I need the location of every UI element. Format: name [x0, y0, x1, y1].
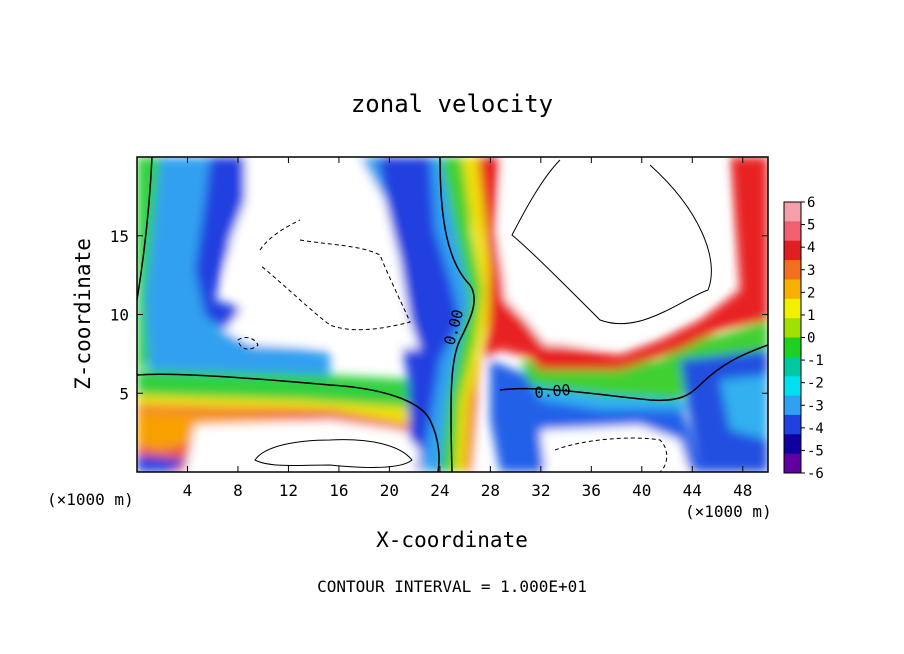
chart-title: zonal velocity [351, 90, 553, 118]
field-right-edge-cyan [720, 375, 768, 440]
colorbar-tick-label: -2 [807, 376, 824, 392]
y-axis-label: Z-coordinate [71, 238, 95, 390]
contour-neg-oval [237, 337, 259, 350]
colorbar-swatch [784, 434, 801, 455]
field-center-green [440, 157, 490, 472]
colorbar-tick-label: -5 [807, 443, 824, 459]
colorbar-swatch [784, 318, 801, 338]
x-tick-label: 12 [279, 481, 298, 500]
contour-zero-right [499, 344, 768, 402]
x-tick-label: 24 [430, 481, 449, 500]
x-tick-label: 4 [183, 481, 193, 500]
x-axis: 4 8 12 16 20 24 28 32 36 40 44 48 [183, 157, 752, 500]
field-center-yellow [455, 157, 495, 472]
x-tick-label: 32 [531, 481, 550, 500]
x-tick-label: 40 [632, 481, 651, 500]
plot-area: 0.00 0.00 [137, 157, 768, 472]
x-tick-label: 20 [380, 481, 399, 500]
colorbar-tick-label: 0 [807, 331, 815, 347]
field-left-blue [195, 157, 255, 330]
colorbar-tick-label: -6 [807, 466, 824, 482]
contour-neg-upper-left [259, 239, 411, 331]
contour-zero-center [439, 157, 475, 472]
contour-pos-upper-right [511, 159, 712, 325]
field-right-green [520, 320, 768, 400]
y-tick-label: 15 [110, 227, 129, 246]
x-tick-label: 48 [733, 481, 752, 500]
x-unit-right: (×1000 m) [685, 502, 772, 521]
colorbar-swatch [784, 414, 801, 435]
contour-lines [137, 157, 768, 472]
y-axis: 5 10 15 [110, 227, 768, 403]
x-tick-label: 44 [683, 481, 702, 500]
colorbar: 6 5 4 3 2 1 0 -1 -2 -3 -4 -5 -6 [783, 195, 824, 482]
colorbar-tick-label: -1 [807, 353, 824, 369]
x-tick-label: 28 [481, 481, 500, 500]
colorbar-swatch [784, 221, 801, 242]
contour-zero-lower [137, 373, 440, 472]
contour-neg-lower-right [554, 437, 668, 472]
colorbar-tick-label: 5 [807, 218, 815, 234]
x-axis-label: X-coordinate [376, 528, 528, 552]
field-center-blue [378, 157, 460, 472]
field-white-upper-left [225, 157, 420, 350]
field-white-upper-right [500, 157, 722, 345]
colorbar-swatch [784, 260, 801, 280]
field-left-cyan [145, 157, 330, 385]
colorbar-swatch [784, 395, 801, 416]
colorbar-swatch [784, 337, 801, 358]
colorbar-tick-label: 3 [807, 263, 815, 279]
contour-pos-lower-left [254, 439, 413, 468]
colorbar-tick-label: -4 [807, 421, 824, 437]
x-tick-label: 8 [233, 481, 243, 500]
colorbar-tick-label: 6 [807, 195, 815, 211]
field-center-red [465, 157, 560, 472]
field-white-lower-left [185, 420, 420, 472]
contour-interval-note: CONTOUR INTERVAL = 1.000E+01 [317, 577, 587, 596]
field-white-lower-right [540, 425, 690, 472]
colorbar-tick-label: 1 [807, 308, 815, 324]
colorbar-tick-label: 2 [807, 285, 815, 301]
colorbar-swatch [784, 298, 801, 319]
y-tick-label: 10 [110, 306, 129, 325]
colorbar-swatch [784, 279, 801, 300]
colorbar-tick-label: 4 [807, 240, 815, 256]
colorbar-swatch [784, 376, 801, 397]
velocity-field [137, 157, 768, 472]
contour-zero-left [137, 157, 153, 301]
x-unit-left: (×1000 m) [47, 490, 134, 509]
x-tick-label: 16 [329, 481, 348, 500]
contour-label-right: 0.00 [534, 381, 572, 402]
x-tick-label: 36 [582, 481, 601, 500]
colorbar-swatch [784, 453, 801, 474]
colorbar-tick-label: -3 [807, 398, 824, 414]
field-bottom-blue [137, 455, 190, 472]
colorbar-swatch [784, 240, 801, 261]
colorbar-swatch [784, 356, 801, 377]
y-tick-label: 5 [119, 384, 129, 403]
field-right-red [510, 157, 768, 370]
colorbar-swatch [784, 202, 801, 222]
